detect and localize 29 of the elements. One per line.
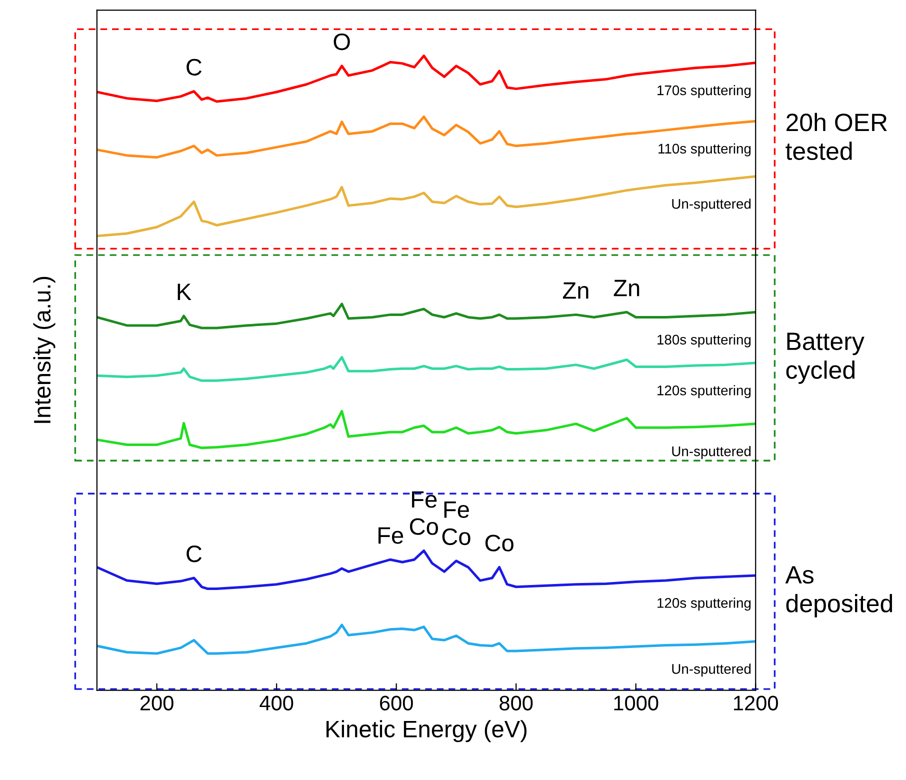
series-label: Un-sputtered: [672, 198, 751, 212]
series-label: 120s sputtering: [658, 385, 751, 398]
series-label: Un-sputtered: [672, 664, 751, 677]
series-label: Un-sputtered: [672, 446, 751, 459]
text: 20h OER tested: [786, 112, 887, 160]
annotation: C: [186, 58, 202, 76]
series-label: 110s sputtering: [658, 143, 751, 156]
x-tick-label: 1200: [734, 696, 778, 710]
annotation: Fe Co: [410, 491, 438, 535]
series-label: 180s sputtering: [658, 334, 751, 348]
annotation: Fe: [378, 527, 404, 544]
annotation: K: [178, 284, 192, 300]
series-label: 120s sputtering: [658, 598, 751, 611]
x-axis-title: Kinetic Energy (eV): [326, 720, 527, 742]
x-tick-label: 200: [140, 696, 174, 710]
annotation: Zn: [562, 282, 588, 299]
x-tick-label: 600: [380, 696, 413, 710]
annotation: Co: [485, 534, 514, 552]
x-tick-label: 800: [500, 696, 533, 710]
annotation: Fe Co: [442, 501, 470, 546]
annotation: Zn: [614, 280, 640, 296]
series-label: 170s sputtering: [658, 85, 751, 98]
annotation: C: [186, 546, 202, 562]
y-axis-title: Intensity (a.u.): [33, 276, 56, 423]
text: As deposited: [785, 566, 892, 618]
x-tick-label: 400: [260, 696, 294, 710]
x-tick-label: 1000: [614, 696, 658, 710]
text: Battery cycled: [786, 332, 864, 384]
annotation: O: [334, 33, 350, 50]
